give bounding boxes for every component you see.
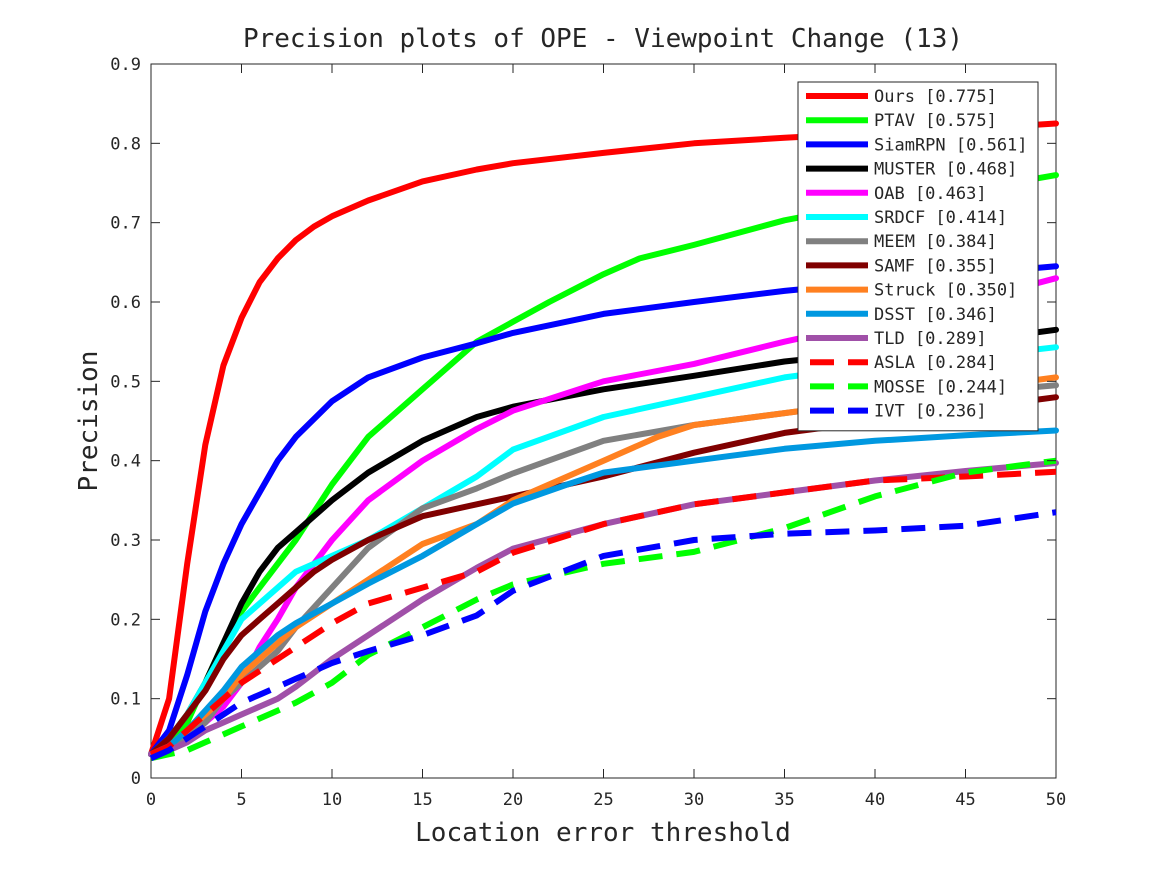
y-tick-label: 0.4 [110, 452, 141, 472]
axes-layer: 0 5 10 15 20 25 30 35 40 45 50 0 0.1 0.2 0.3 0.4 0.5 0.6 0… [110, 55, 1066, 810]
y-axis-label: Precision [74, 351, 104, 492]
y-tick-label: 0.6 [110, 293, 141, 313]
x-tick-label: 40 [865, 790, 885, 810]
y-tick-label: 0 [131, 769, 141, 789]
y-tick-label: 0.1 [110, 690, 141, 710]
series-line-9 [148, 427, 1059, 758]
y-tick-label: 0.8 [110, 134, 141, 154]
legend-entry-5: SRDCF [0.414] [874, 208, 1007, 228]
legend-entry-0: Ours [0.775] [874, 87, 997, 107]
x-tick-label: 5 [236, 790, 246, 810]
legend-entry-7: SAMF [0.355] [874, 256, 997, 276]
legend-entry-3: MUSTER [0.468] [874, 160, 1017, 180]
legend-entry-12: MOSSE [0.244] [874, 377, 1007, 397]
legend-entry-9: DSST [0.346] [874, 305, 997, 325]
x-tick-label: 25 [593, 790, 613, 810]
x-tick-label: 30 [684, 790, 704, 810]
series-line-2 [148, 263, 1059, 758]
x-tick-label: 10 [322, 790, 342, 810]
series-line-10 [148, 460, 1059, 758]
y-tick-label: 0.2 [110, 610, 141, 630]
chart-title: Precision plots of OPE - Viewpoint Chang… [243, 24, 963, 54]
series-line-11 [149, 468, 1057, 757]
y-tick-label: 0.7 [110, 214, 141, 234]
legend-entry-11: ASLA [0.284] [874, 353, 997, 373]
x-tick-label: 45 [955, 790, 975, 810]
series-line-7 [148, 394, 1059, 758]
y-tick-label: 0.9 [110, 55, 141, 75]
x-tick-label: 35 [774, 790, 794, 810]
y-tick-label: 0.3 [110, 531, 141, 551]
legend-entry-1: PTAV [0.575] [874, 111, 997, 131]
x-tick-label: 0 [146, 790, 156, 810]
legend-entry-13: IVT [0.236] [874, 402, 987, 422]
legend-entry-6: MEEM [0.384] [874, 232, 997, 252]
series-line-0 [148, 120, 1059, 758]
series-line-13 [149, 509, 1057, 761]
x-tick-label: 15 [412, 790, 432, 810]
x-tick-label: 50 [1046, 790, 1066, 810]
legend-entry-8: Struck [0.350] [874, 281, 1017, 301]
x-tick-label: 20 [503, 790, 523, 810]
legend-box [797, 81, 1039, 432]
legend-entry-10: TLD [0.289] [874, 329, 987, 349]
legend: Ours [0.775] PTAV [0.575] SiamRPN [0.561] M… [797, 81, 1039, 432]
x-axis-label: Location error threshold [415, 818, 791, 848]
series-layer [148, 120, 1059, 762]
legend-entry-2: SiamRPN [0.561] [874, 135, 1028, 155]
legend-entry-4: OAB [0.463] [874, 184, 987, 204]
y-tick-label: 0.5 [110, 372, 141, 392]
